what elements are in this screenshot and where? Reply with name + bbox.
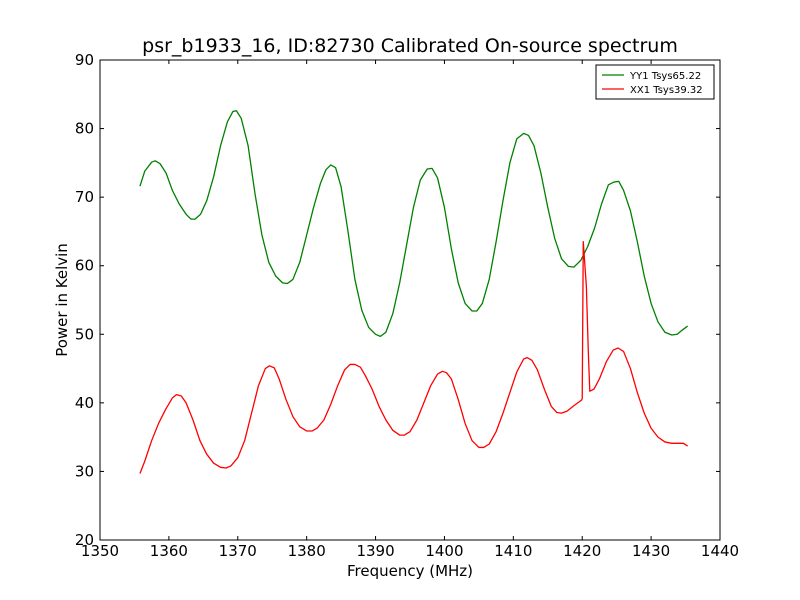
- legend-label-0: YY1 Tsys65.22: [629, 71, 701, 82]
- y-tick-label: 60: [75, 257, 94, 275]
- y-tick-label: 90: [75, 51, 94, 69]
- x-tick-label: 1390: [356, 542, 394, 560]
- series-line-0: [139, 110, 689, 337]
- x-tick-label: 1430: [632, 542, 670, 560]
- ticks-layer: 1350 1360 1370 1380 1390 1400 1410 1420 1430 1440…: [75, 51, 739, 560]
- x-tick-label: 1380: [288, 542, 326, 560]
- x-axis-label: Frequency (MHz): [347, 562, 473, 580]
- x-tick-label: 1370: [219, 542, 257, 560]
- chart-title: psr_b1933_16, ID:82730 Calibrated On-sou…: [142, 35, 678, 57]
- y-axis-label: Power in Kelvin: [53, 243, 71, 357]
- x-tick-label: 1410: [494, 542, 532, 560]
- x-tick-label: 1400: [425, 542, 463, 560]
- x-tick-label: 1350: [81, 542, 119, 560]
- legend-label-1: XX1 Tsys39.32: [630, 85, 703, 96]
- y-tick-label: 40: [75, 394, 94, 412]
- axes-frame: [99, 59, 721, 541]
- y-tick-label: 70: [75, 188, 94, 206]
- y-tick-label: 30: [75, 462, 94, 480]
- legend-box: [595, 64, 715, 100]
- series-line-1: [139, 241, 688, 474]
- legend: YY1 Tsys65.22 XX1 Tsys39.32: [595, 64, 715, 100]
- axes-background: [100, 60, 720, 540]
- y-tick-label: 80: [75, 120, 94, 138]
- plot-area: 1350 1360 1370 1380 1390 1400 1410 1420 1430 1440…: [75, 51, 739, 560]
- x-tick-label: 1440: [701, 542, 739, 560]
- y-tick-label: 20: [75, 531, 94, 549]
- series-layer: [139, 110, 689, 474]
- x-tick-label: 1420: [563, 542, 601, 560]
- x-tick-label: 1360: [150, 542, 188, 560]
- y-tick-label: 50: [75, 325, 94, 343]
